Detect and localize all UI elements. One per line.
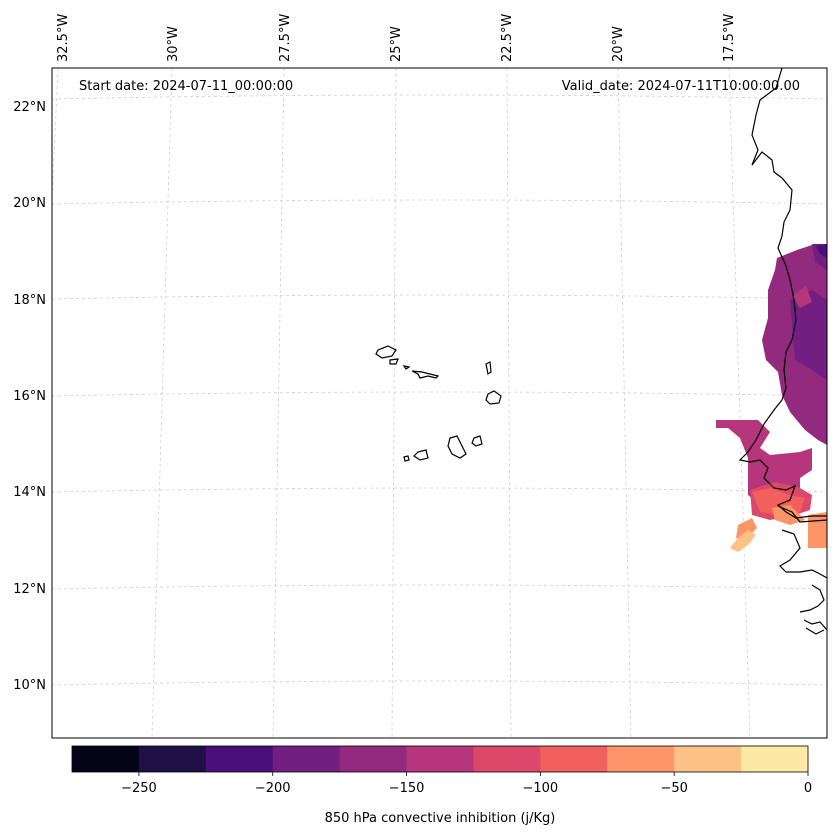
- map-frame-background: [52, 68, 827, 738]
- cin-region-dark-indigo: [816, 244, 827, 258]
- lon-gridline-17-5w: [728, 67, 751, 739]
- start-date-label: Start date: 2024-07-11_00:00:00: [79, 79, 293, 94]
- colorbar-tick-label: −250: [121, 781, 157, 796]
- valid-date-label: Valid_date: 2024-07-11T10:00:00.00: [562, 79, 800, 94]
- lat-label-16n: 16°N: [13, 389, 46, 404]
- colorbar-label: 850 hPa convective inhibition (j/Kg): [325, 811, 556, 826]
- colorbar-bin-7: [540, 746, 608, 772]
- colorbar-outline: [71, 745, 809, 773]
- guinea-bissau-coast: [779, 529, 828, 579]
- longitude-labels: 32.5°W 30°W 27.5°W 25°W 22.5°W 20°W 17.5…: [56, 14, 737, 62]
- lon-label-27-5w: 27.5°W: [278, 14, 293, 62]
- graticule: [51, 67, 828, 739]
- gambia-river-coast: [777, 505, 828, 523]
- island-santo-antao: [375, 345, 397, 359]
- lat-label-12n: 12°N: [13, 582, 46, 597]
- cin-region-purple-core: [790, 290, 827, 380]
- lon-label-30w: 30°W: [166, 26, 181, 62]
- colorbar-bins: [72, 746, 809, 772]
- cin-region-magenta: [716, 420, 812, 505]
- lat-label-14n: 14°N: [13, 485, 46, 500]
- cin-field: [716, 244, 827, 552]
- coastline: [738, 67, 828, 635]
- lat-label-10n: 10°N: [13, 678, 46, 693]
- lat-gridline-16n: [51, 391, 828, 397]
- cin-region-orange-east: [772, 505, 805, 525]
- cape-verde-islands: [375, 345, 502, 462]
- colorbar-bin-10: [741, 746, 809, 772]
- island-brava: [403, 455, 410, 462]
- lon-label-22-5w: 22.5°W: [500, 14, 515, 62]
- island-sao-nicolau: [411, 370, 440, 379]
- lon-label-20w: 20°W: [611, 26, 626, 62]
- island-santa-luzia: [402, 365, 411, 370]
- lat-gridline-14n: [51, 487, 828, 493]
- lat-gridline-18n: [51, 294, 828, 300]
- colorbar-bin-2: [205, 746, 274, 772]
- colorbar-bin-8: [607, 746, 675, 772]
- colorbar: −250 −200 −150 −100 −50 0 850 hPa convective …: [71, 745, 812, 826]
- lat-gridline-22n: [51, 94, 828, 100]
- cin-region-magenta-north: [792, 286, 812, 308]
- lon-label-17-5w: 17.5°W: [722, 14, 737, 62]
- cin-region-orange-west: [736, 518, 757, 540]
- colorbar-bin-0: [72, 746, 140, 772]
- colorbar-tick-label: −100: [523, 781, 559, 796]
- lon-gridline-30w: [151, 67, 173, 739]
- cin-region-orange: [808, 512, 827, 548]
- latitude-labels: 22°N 20°N 18°N 16°N 14°N 12°N 10°N: [13, 100, 46, 693]
- island-santiago: [447, 435, 467, 459]
- island-sal: [485, 361, 492, 375]
- island-boa-vista: [485, 390, 502, 405]
- lon-gridline-32-5w: [51, 67, 59, 201]
- island-maio: [471, 435, 483, 447]
- lon-label-32-5w: 32.5°W: [56, 14, 71, 62]
- colorbar-tick-label: −200: [255, 781, 291, 796]
- lon-gridline-25w: [391, 67, 397, 739]
- lat-gridline-20n: [51, 199, 828, 205]
- lon-gridline-20w: [617, 67, 632, 739]
- map-border: [51, 67, 828, 739]
- colorbar-bin-4: [339, 746, 408, 772]
- colorbar-tick-label: 0: [804, 781, 812, 796]
- lon-gridline-22-5w: [506, 67, 512, 739]
- cin-region-peach: [730, 530, 756, 552]
- african-coastline: [738, 67, 827, 519]
- island-fogo: [413, 449, 429, 461]
- colorbar-tick-label: −50: [660, 781, 687, 796]
- lat-gridline-10n: [51, 680, 828, 686]
- colorbar-bin-9: [674, 746, 742, 772]
- guinea-coast: [799, 584, 828, 635]
- colorbar-bin-6: [473, 746, 541, 772]
- colorbar-bin-3: [272, 746, 341, 772]
- lat-label-20n: 20°N: [13, 196, 46, 211]
- colorbar-tick-label: −150: [389, 781, 425, 796]
- colorbar-bin-5: [406, 746, 474, 772]
- island-sao-vicente: [389, 358, 399, 365]
- lon-gridline-27-5w: [272, 67, 285, 739]
- colorbar-ticks: −250 −200 −150 −100 −50 0: [121, 772, 812, 796]
- lat-gridline-12n: [51, 584, 828, 590]
- lat-label-22n: 22°N: [13, 100, 46, 115]
- colorbar-bin-1: [138, 746, 207, 772]
- lon-label-25w: 25°W: [389, 26, 404, 62]
- lat-label-18n: 18°N: [13, 293, 46, 308]
